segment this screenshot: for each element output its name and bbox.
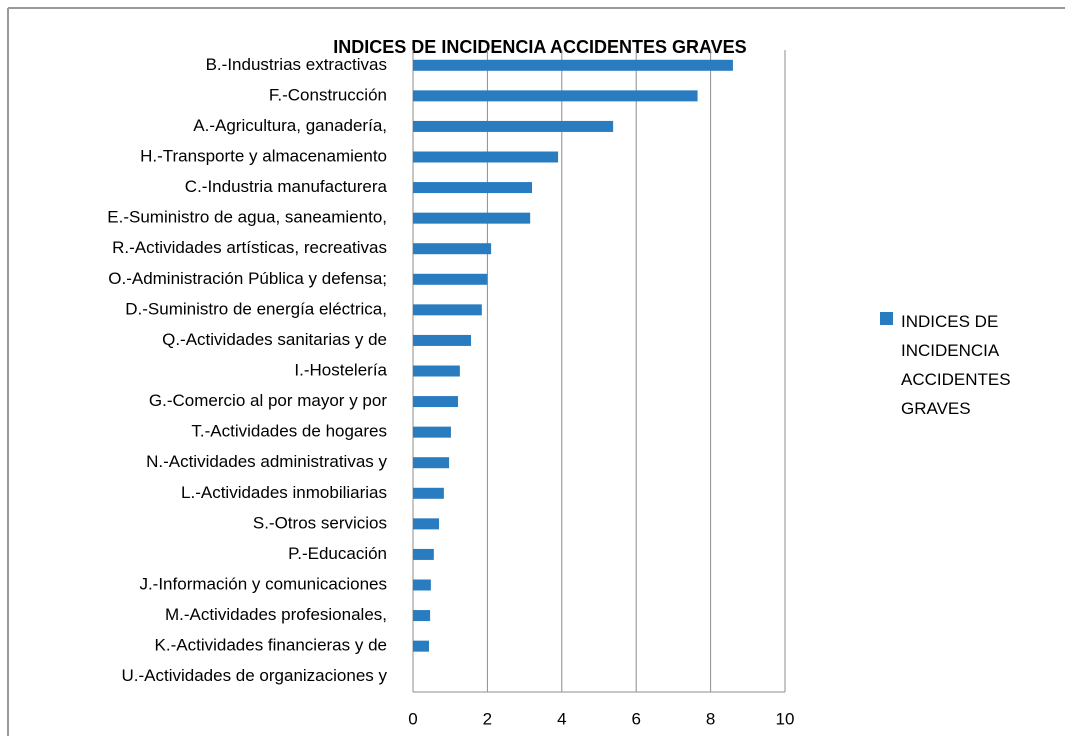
bar — [413, 518, 440, 530]
y-tick-label: H.-Transporte y almacenamiento — [140, 146, 387, 165]
y-tick-label: I.-Hostelería — [294, 360, 387, 379]
y-tick-label: C.-Industria manufacturera — [185, 177, 388, 196]
legend-label: INDICES DE INCIDENCIA ACCIDENTES GRAVES — [901, 312, 1011, 418]
bar — [413, 273, 488, 285]
bar — [413, 426, 451, 438]
y-tick-label: U.-Actividades de organizaciones y — [121, 666, 387, 685]
legend-swatch — [880, 312, 893, 325]
y-tick-label: G.-Comercio al por mayor y por — [149, 391, 387, 410]
legend: INDICES DE INCIDENCIA ACCIDENTES GRAVES — [880, 307, 1041, 423]
y-tick-label: T.-Actividades de hogares — [191, 422, 387, 441]
bar — [413, 90, 698, 102]
bar — [413, 396, 459, 408]
y-tick-label: E.-Suministro de agua, saneamiento, — [107, 208, 387, 227]
bar — [413, 243, 492, 255]
bar — [413, 151, 559, 163]
bar — [413, 59, 733, 71]
x-tick-label: 6 — [631, 709, 640, 728]
x-tick-label: 10 — [776, 709, 795, 728]
y-tick-label: B.-Industrias extractivas — [206, 55, 387, 74]
y-tick-label: F.-Construcción — [269, 85, 387, 104]
x-tick-label: 0 — [408, 709, 417, 728]
y-tick-label: Q.-Actividades sanitarias y de — [162, 330, 387, 349]
y-tick-label: A.-Agricultura, ganadería, — [193, 116, 387, 135]
y-tick-label: L.-Actividades inmobiliarias — [181, 483, 387, 502]
y-tick-label: N.-Actividades administrativas y — [146, 452, 387, 471]
x-tick-label: 8 — [706, 709, 715, 728]
bar — [413, 120, 614, 132]
bar — [413, 365, 460, 377]
y-tick-label: D.-Suministro de energía eléctrica, — [125, 299, 387, 318]
y-tick-label: S.-Otros servicios — [253, 513, 387, 532]
y-tick-label: K.-Actividades financieras y de — [155, 636, 387, 655]
bar — [413, 610, 431, 622]
bar — [413, 304, 482, 316]
y-tick-label: M.-Actividades profesionales, — [165, 605, 387, 624]
bar — [413, 334, 472, 346]
y-tick-label: J.-Información y comunicaciones — [139, 574, 387, 593]
y-tick-label: R.-Actividades artísticas, recreativas — [112, 238, 387, 257]
bar — [413, 640, 429, 652]
bar — [413, 487, 444, 499]
y-tick-label: P.-Educación — [288, 544, 387, 563]
bar — [413, 212, 531, 224]
bar — [413, 548, 434, 560]
bar — [413, 182, 533, 194]
y-tick-label: O.-Administración Pública y defensa; — [108, 269, 387, 288]
x-tick-label: 2 — [483, 709, 492, 728]
chart-title: INDICES DE INCIDENCIA ACCIDENTES GRAVES — [333, 37, 746, 57]
bar — [413, 579, 431, 591]
x-tick-label: 4 — [557, 709, 566, 728]
bar — [413, 457, 450, 469]
